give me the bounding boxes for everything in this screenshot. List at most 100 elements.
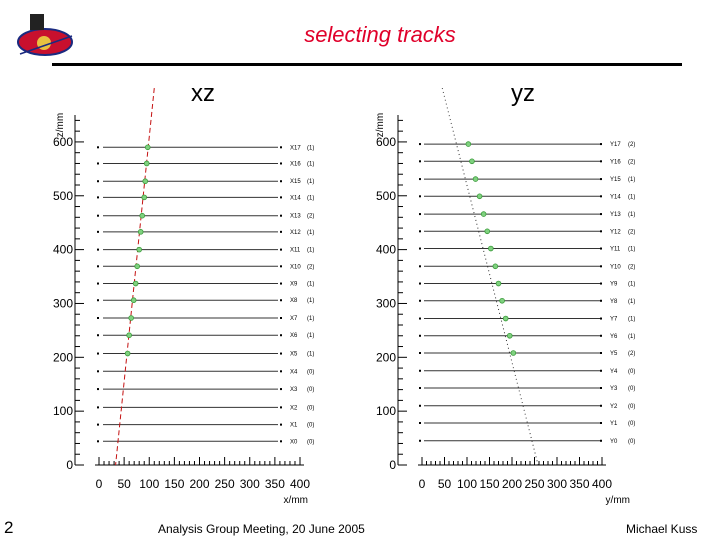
layer-end-mark — [97, 146, 99, 149]
y-tick-label: 200 — [376, 350, 396, 364]
layer-label: Y9 — [610, 282, 618, 288]
x-tick-label: 0 — [419, 477, 426, 491]
layer-end-mark — [419, 352, 421, 354]
y-tick-label: 500 — [376, 189, 396, 203]
layer-end-mark — [97, 248, 99, 251]
layer-count: (0) — [628, 386, 635, 392]
x-tick-label: 350 — [265, 477, 285, 491]
layer-count: (2) — [628, 264, 635, 270]
layer-end-mark — [280, 388, 282, 391]
layer-label: Y0 — [610, 439, 618, 445]
x-tick-label: 100 — [139, 477, 159, 491]
footer-author: Michael Kuss — [626, 522, 698, 536]
x-axis-label: y/mm — [606, 495, 630, 506]
layer-label: X3 — [290, 387, 298, 393]
layer-count: (1) — [307, 230, 314, 236]
layer-count: (1) — [307, 248, 314, 254]
layer-end-mark — [600, 178, 602, 181]
layer-end-mark — [419, 213, 421, 216]
layer-count: (1) — [307, 298, 314, 304]
layer-count: (1) — [307, 145, 314, 151]
layer-end-mark — [97, 230, 99, 233]
layer-end-mark — [419, 178, 421, 181]
layer-end-mark — [97, 423, 99, 426]
y-tick-label: 500 — [53, 189, 73, 203]
y-tick-label: 300 — [376, 296, 396, 310]
layer-end-mark — [280, 299, 282, 302]
track-hit — [499, 297, 505, 304]
layer-count: (1) — [307, 179, 314, 185]
layer-end-mark — [419, 282, 421, 285]
track-hit — [126, 332, 132, 339]
layer-count: (2) — [307, 264, 314, 270]
layer-end-mark — [280, 352, 282, 355]
layer-label: Y12 — [610, 229, 621, 235]
plot-yz — [397, 87, 606, 466]
x-tick-label: 300 — [547, 477, 567, 491]
x-tick-label: 300 — [240, 477, 260, 491]
layer-count: (1) — [307, 352, 314, 358]
layer-end-mark — [280, 146, 282, 149]
track-hit — [144, 144, 151, 151]
track-hit — [465, 141, 472, 147]
layer-end-mark — [600, 352, 602, 354]
y-tick-label: 300 — [53, 296, 73, 310]
track-hit — [472, 176, 479, 182]
footer-meeting: Analysis Group Meeting, 20 June 2005 — [158, 522, 365, 536]
layer-count: (1) — [628, 282, 635, 288]
x-tick-label: 200 — [189, 477, 209, 491]
layer-end-mark — [600, 404, 602, 407]
layer-count: (1) — [628, 247, 635, 253]
layer-end-mark — [97, 299, 99, 302]
layer-end-mark — [419, 299, 421, 302]
x-tick-label: 0 — [96, 477, 103, 491]
layer-label: Y13 — [610, 212, 621, 218]
layer-end-mark — [280, 180, 282, 183]
x-tick-label: 50 — [117, 477, 131, 491]
layer-end-mark — [419, 317, 421, 320]
layer-label: Y8 — [610, 299, 618, 305]
track-fit-line — [441, 87, 539, 466]
y-tick-label: 400 — [53, 243, 73, 257]
y-tick-label: 600 — [376, 135, 396, 149]
layer-end-mark — [280, 334, 282, 337]
x-tick-label: 150 — [164, 477, 184, 491]
layer-end-mark — [419, 160, 421, 163]
track-hit — [488, 245, 494, 252]
track-hit — [510, 350, 517, 356]
layer-end-mark — [600, 160, 602, 163]
layer-end-mark — [280, 230, 282, 233]
track-hit — [476, 193, 483, 200]
layer-end-mark — [280, 406, 282, 409]
layer-count: (0) — [307, 439, 314, 445]
layer-label: Y7 — [610, 317, 618, 323]
plot-title: yz — [511, 80, 535, 107]
layer-label: X15 — [290, 179, 301, 185]
track-hit — [130, 297, 137, 304]
track-fit-line — [115, 88, 155, 466]
layer-end-mark — [600, 230, 602, 233]
x-tick-label: 400 — [592, 477, 612, 491]
logo-dark-block — [30, 14, 44, 30]
track-hit — [469, 158, 475, 165]
layer-label: X12 — [290, 230, 301, 236]
x-tick-label: 100 — [457, 477, 477, 491]
layer-end-mark — [600, 247, 602, 250]
y-tick-label: 100 — [53, 404, 73, 418]
y-tick-label: 400 — [376, 243, 396, 257]
layer-label: X2 — [290, 405, 298, 411]
layer-count: (0) — [628, 421, 635, 427]
track-hit — [502, 315, 509, 322]
logo-blue-orbit — [17, 28, 73, 56]
layer-label: X4 — [290, 369, 298, 375]
layer-count: (0) — [307, 405, 314, 411]
track-hit — [124, 350, 131, 357]
layer-label: Y5 — [610, 351, 618, 357]
track-hit — [137, 229, 144, 235]
logo-streak — [19, 35, 73, 55]
layer-end-mark — [97, 440, 99, 443]
layer-end-mark — [600, 334, 602, 337]
layer-end-mark — [280, 370, 282, 373]
layer-count: (0) — [307, 423, 314, 429]
